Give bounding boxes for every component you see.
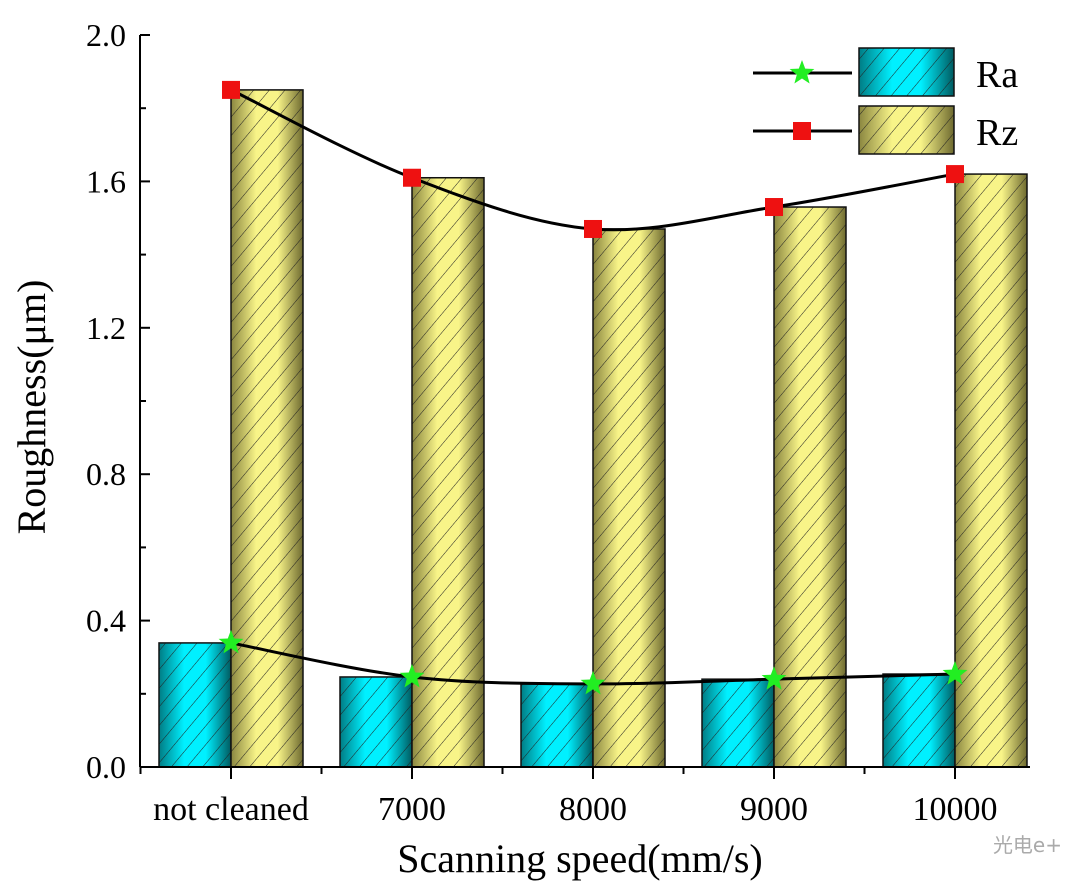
bar-rz bbox=[230, 89, 304, 768]
marker-square-rz bbox=[403, 168, 421, 187]
bar-ra bbox=[882, 673, 956, 768]
legend-label: Ra bbox=[976, 54, 1018, 96]
bar-hatch bbox=[520, 683, 594, 768]
marker-star-ra bbox=[580, 670, 606, 695]
y-tick-label: 0.8 bbox=[86, 456, 126, 492]
y-tick-label: 2.0 bbox=[86, 17, 126, 53]
bar-ra bbox=[701, 678, 775, 768]
marker-square-rz bbox=[765, 198, 783, 217]
x-tick-label: 9000 bbox=[740, 791, 808, 828]
bar-rz bbox=[592, 228, 666, 768]
bar-ra bbox=[339, 676, 413, 768]
marker-square-rz bbox=[793, 122, 811, 140]
y-tick-label: 1.2 bbox=[86, 310, 126, 346]
bar-rz bbox=[954, 173, 1028, 768]
bar-ra bbox=[520, 683, 594, 768]
y-tick-label: 1.6 bbox=[86, 163, 126, 199]
legend-label: Rz bbox=[976, 112, 1018, 154]
marker-square-rz bbox=[946, 165, 964, 184]
x-tick-label: not cleaned bbox=[153, 791, 309, 828]
x-axis-label: Scanning speed(mm/s) bbox=[397, 836, 763, 881]
y-tick-label: 0.4 bbox=[86, 603, 126, 639]
x-tick-label: 10000 bbox=[913, 791, 998, 828]
legend-item-ra: Ra bbox=[753, 47, 1018, 97]
x-tick-label: 8000 bbox=[559, 791, 627, 828]
marker-square-rz bbox=[584, 219, 602, 238]
marker-star-ra bbox=[218, 629, 244, 654]
bar-hatch bbox=[339, 676, 413, 768]
bar-hatch bbox=[773, 206, 847, 768]
y-axis-label: Roughness(μm) bbox=[9, 280, 54, 535]
watermark: 光电e+ bbox=[992, 833, 1062, 857]
bar-hatch bbox=[701, 678, 775, 768]
marker-star-ra bbox=[789, 60, 815, 84]
bar-hatch bbox=[882, 673, 956, 768]
bar-hatch bbox=[158, 642, 232, 768]
bar-hatch bbox=[592, 228, 666, 768]
marker-star-ra bbox=[761, 666, 787, 690]
legend-item-rz: Rz bbox=[753, 105, 1018, 155]
bar-ra bbox=[158, 642, 232, 768]
bar-hatch bbox=[954, 173, 1028, 768]
bar-hatch bbox=[230, 89, 304, 768]
marker-star-ra bbox=[942, 661, 968, 685]
x-tick-label: 7000 bbox=[378, 791, 446, 828]
bar-hatch bbox=[411, 176, 485, 768]
legend-swatch-hatch bbox=[858, 47, 955, 97]
marker-star-ra bbox=[399, 664, 425, 688]
legend-swatch-hatch bbox=[858, 105, 955, 155]
y-tick-label: 0.0 bbox=[86, 749, 126, 785]
marker-square-rz bbox=[222, 80, 240, 99]
bar-rz bbox=[773, 206, 847, 768]
bar-rz bbox=[411, 176, 485, 768]
